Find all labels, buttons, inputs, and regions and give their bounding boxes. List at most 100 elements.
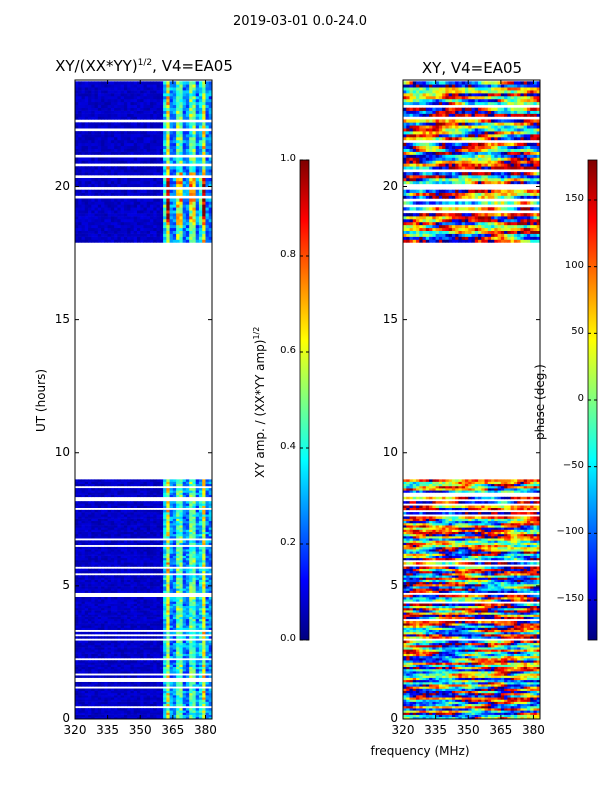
heatmap-cell xyxy=(150,588,154,591)
heatmap-cell xyxy=(202,644,206,648)
heatmap-cell xyxy=(208,570,213,574)
heatmap-cell xyxy=(75,636,79,639)
heatmap-cell xyxy=(130,503,135,506)
heatmap-cell xyxy=(169,714,174,718)
heatmap-cell xyxy=(189,198,193,202)
heatmap-cell xyxy=(153,562,157,565)
heatmap-cell xyxy=(163,631,167,635)
heatmap-cell xyxy=(94,618,99,622)
heatmap-cell xyxy=(163,479,167,482)
heatmap-cell xyxy=(104,527,109,530)
heatmap-cell xyxy=(205,642,210,646)
heatmap-cell xyxy=(192,505,197,508)
heatmap-cell xyxy=(130,204,135,208)
heatmap-cell xyxy=(84,627,89,630)
heatmap-cell xyxy=(136,666,141,670)
heatmap-cell xyxy=(117,688,122,691)
heatmap-cell xyxy=(88,166,92,170)
heatmap-cell xyxy=(114,555,118,559)
heatmap-cell xyxy=(163,620,167,624)
heatmap-cell xyxy=(127,644,131,648)
heatmap-cell xyxy=(185,568,190,572)
heatmap-cell xyxy=(143,551,148,554)
heatmap-cell xyxy=(205,712,210,715)
heatmap-cell xyxy=(91,236,95,240)
heatmap-cell xyxy=(150,579,154,583)
heatmap-cell xyxy=(205,549,210,552)
heatmap-cell xyxy=(202,527,206,530)
heatmap-cell xyxy=(195,529,200,532)
heatmap-cell xyxy=(94,157,99,161)
heatmap-cell xyxy=(110,531,115,535)
heatmap-cell xyxy=(104,640,109,644)
heatmap-cell xyxy=(117,239,122,243)
heatmap-cell xyxy=(202,577,206,580)
heatmap-cell xyxy=(101,688,105,691)
heatmap-cell xyxy=(202,233,206,237)
heatmap-cell xyxy=(94,189,99,193)
heatmap-cell xyxy=(123,664,128,668)
heatmap-cell xyxy=(169,169,174,173)
heatmap-cell xyxy=(179,148,184,152)
heatmap-cell xyxy=(179,620,184,624)
heatmap-cell xyxy=(163,599,167,602)
heatmap-cell xyxy=(114,583,118,587)
heatmap-cell xyxy=(114,610,118,613)
heatmap-cell xyxy=(75,525,79,528)
heatmap-cell xyxy=(107,557,112,561)
heatmap-cell xyxy=(189,597,193,600)
heatmap-cell xyxy=(120,233,125,237)
heatmap-cell xyxy=(150,180,154,185)
heatmap-cell xyxy=(117,169,122,173)
heatmap-cell xyxy=(117,227,122,231)
heatmap-cell xyxy=(136,640,141,644)
heatmap-cell xyxy=(140,699,144,702)
heatmap-cell xyxy=(127,551,131,554)
heatmap-cell xyxy=(192,597,197,600)
heatmap-cell xyxy=(107,509,112,513)
heatmap-cell xyxy=(192,483,197,487)
heatmap-cell xyxy=(136,520,141,524)
heatmap-cell xyxy=(182,210,187,214)
heatmap-cell xyxy=(97,555,102,559)
heatmap-cell xyxy=(107,583,112,587)
heatmap-cell xyxy=(150,160,154,164)
heatmap-cell xyxy=(172,583,177,587)
heatmap-cell xyxy=(101,716,105,720)
heatmap-cell xyxy=(179,512,184,515)
heatmap-cell xyxy=(156,559,161,563)
heatmap-cell xyxy=(75,697,79,700)
heatmap-cell xyxy=(123,610,128,613)
heatmap-cell xyxy=(169,662,174,665)
heatmap-cell xyxy=(91,145,95,149)
heatmap-cell xyxy=(127,586,131,589)
heatmap-cell xyxy=(120,160,125,164)
heatmap-cell xyxy=(182,233,187,237)
heatmap-cell xyxy=(166,701,170,705)
heatmap-cell xyxy=(169,597,174,600)
heatmap-cell xyxy=(153,564,157,567)
heatmap-cell xyxy=(91,177,95,182)
heatmap-cell xyxy=(198,577,203,580)
heatmap-cell xyxy=(192,616,197,620)
heatmap-cell xyxy=(127,701,131,705)
heatmap-cell xyxy=(143,562,148,565)
heatmap-cell xyxy=(192,551,197,554)
heatmap-cell xyxy=(78,479,82,482)
heatmap-cell xyxy=(78,651,82,654)
heatmap-cell xyxy=(150,599,154,602)
heatmap-cell xyxy=(163,651,167,654)
heatmap-cell xyxy=(143,479,148,482)
heatmap-cell xyxy=(120,649,125,652)
heatmap-cell xyxy=(143,148,148,152)
heatmap-cell xyxy=(185,505,190,508)
heatmap-cell xyxy=(176,518,180,522)
heatmap-cell xyxy=(123,623,128,626)
heatmap-cell xyxy=(159,651,164,654)
heatmap-cell xyxy=(192,157,197,161)
heatmap-cell xyxy=(81,207,86,211)
heatmap-cell xyxy=(143,531,148,535)
heatmap-cell xyxy=(156,224,161,229)
heatmap-cell xyxy=(176,664,180,668)
heatmap-cell xyxy=(159,684,164,687)
